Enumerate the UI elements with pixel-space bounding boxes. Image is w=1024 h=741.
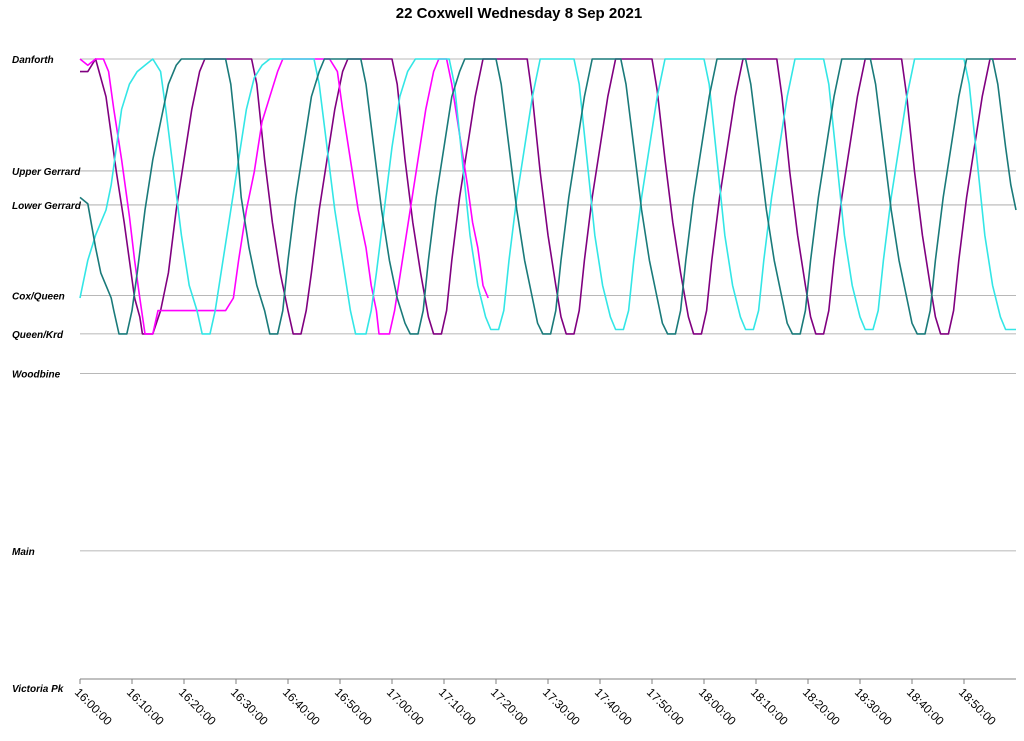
x-tick-label: 17:30:00: [540, 685, 583, 728]
stop-label-main: Main: [12, 547, 35, 558]
stop-label-lower-gerrard: Lower Gerrard: [12, 201, 82, 212]
chart-title: 22 Coxwell Wednesday 8 Sep 2021: [396, 5, 643, 22]
x-tick-label: 17:40:00: [592, 685, 635, 728]
stop-label-victoria-pk: Victoria Pk: [12, 684, 64, 695]
stop-label-queen-krd: Queen/Krd: [12, 330, 64, 341]
stop-label-cox-queen: Cox/Queen: [12, 292, 65, 303]
x-tick-label: 18:30:00: [852, 685, 895, 728]
x-tick-label: 18:50:00: [956, 685, 999, 728]
x-tick-label: 16:00:00: [72, 685, 115, 728]
stop-label-danforth: Danforth: [12, 55, 54, 66]
x-tick-label: 17:00:00: [384, 685, 427, 728]
stop-labels: Danforth Upper Gerrard Lower Gerrard Cox/Qu…: [12, 55, 82, 695]
bus-trace-4: [79, 58, 1017, 335]
x-tick-label: 18:00:00: [696, 685, 739, 728]
stop-label-woodbine: Woodbine: [12, 370, 61, 381]
bus-trace-3: [79, 58, 1016, 335]
x-tick-label: 16:50:00: [332, 685, 375, 728]
series-layer: [79, 58, 1017, 335]
x-tick-label: 17:10:00: [436, 685, 479, 728]
x-tick-label: 16:40:00: [280, 685, 323, 728]
x-tick-label: 17:50:00: [644, 685, 687, 728]
x-tick-label: 16:20:00: [176, 685, 219, 728]
x-tick-label: 18:10:00: [748, 685, 791, 728]
x-tick-label: 17:20:00: [488, 685, 531, 728]
grid-layer: [80, 58, 1016, 552]
bus-trace-1: [80, 58, 1016, 335]
stop-label-upper-gerrard: Upper Gerrard: [12, 167, 81, 178]
time-labels: 16:00:00 16:10:00 16:20:00 16:30:00 16:40:00…: [72, 679, 999, 728]
x-tick-label: 18:20:00: [800, 685, 843, 728]
x-tick-label: 16:10:00: [124, 685, 167, 728]
x-tick-label: 16:30:00: [228, 685, 271, 728]
x-tick-label: 18:40:00: [904, 685, 947, 728]
